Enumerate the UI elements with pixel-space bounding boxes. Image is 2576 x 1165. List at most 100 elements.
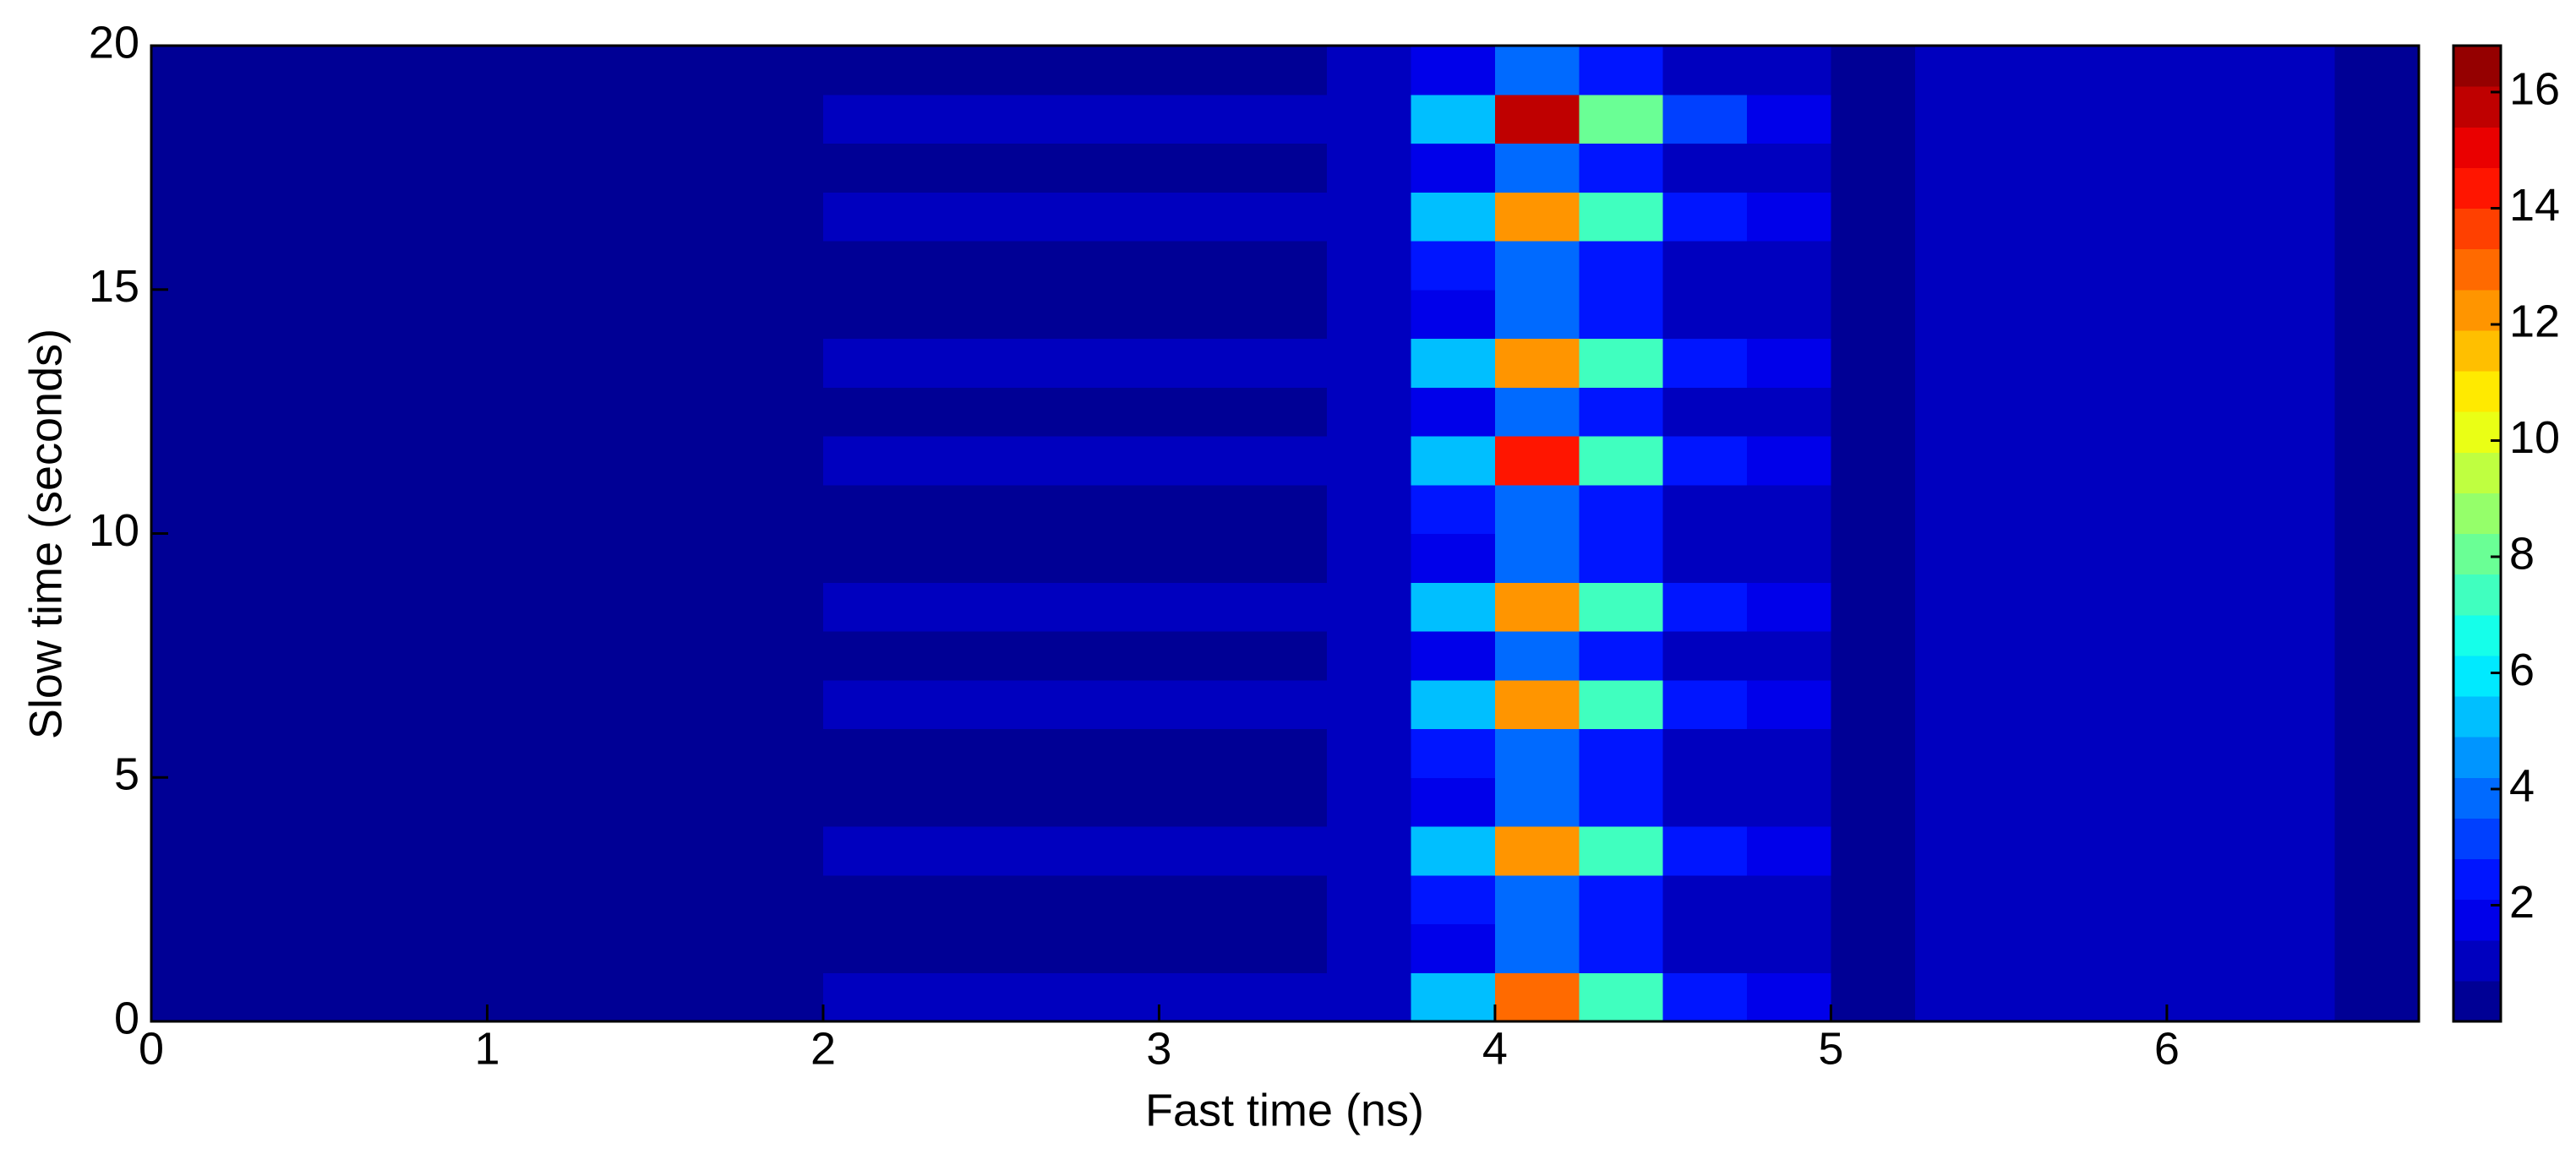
heatmap-cell <box>1411 289 1496 339</box>
heatmap-cell <box>2082 631 2168 681</box>
heatmap-cell <box>319 484 404 534</box>
heatmap-cell <box>1831 289 1916 339</box>
heatmap-cell <box>907 631 992 681</box>
y-tick-label: 20 <box>89 17 139 68</box>
heatmap-cell <box>487 143 572 193</box>
heatmap-cell <box>151 679 236 729</box>
heatmap-cell <box>1999 728 2084 778</box>
heatmap-cell <box>822 484 908 534</box>
heatmap-cell <box>822 728 908 778</box>
heatmap-cell <box>1914 338 2000 388</box>
heatmap-cell <box>2166 728 2251 778</box>
heatmap-cell <box>235 777 320 827</box>
heatmap-cell <box>319 582 404 632</box>
heatmap-cell <box>403 143 488 193</box>
heatmap-cell <box>151 533 236 583</box>
heatmap-cell <box>1411 387 1496 437</box>
heatmap-cell <box>907 192 992 242</box>
heatmap-cell <box>403 289 488 339</box>
colorbar-frame <box>2452 44 2502 1023</box>
heatmap-cell <box>1579 338 1664 388</box>
heatmap-cell <box>2251 484 2336 534</box>
heatmap-cell <box>1999 143 2084 193</box>
heatmap-cell <box>1327 436 1412 486</box>
heatmap-cell <box>991 46 1076 95</box>
heatmap-cell <box>1411 46 1496 95</box>
heatmap-cell <box>1075 46 1160 95</box>
heatmap-cell <box>1327 728 1412 778</box>
heatmap-cell <box>822 631 908 681</box>
heatmap-cell <box>2082 338 2168 388</box>
heatmap-cell <box>1327 777 1412 827</box>
heatmap-cell <box>403 874 488 924</box>
heatmap-cell <box>1075 728 1160 778</box>
heatmap-cell <box>319 192 404 242</box>
heatmap-cell <box>2251 631 2336 681</box>
heatmap-cell <box>1747 241 1831 291</box>
heatmap-cell <box>1159 436 1244 486</box>
heatmap-cell <box>1327 241 1412 291</box>
heatmap-cell <box>1411 972 1496 1022</box>
heatmap-cell <box>1914 728 2000 778</box>
heatmap-cell <box>2166 874 2251 924</box>
heatmap-cell <box>655 777 740 827</box>
heatmap-cell <box>1747 143 1831 193</box>
heatmap-cell <box>1242 436 1328 486</box>
heatmap-cell <box>2082 192 2168 242</box>
heatmap-cell <box>1914 192 2000 242</box>
heatmap-cell <box>1662 289 1748 339</box>
heatmap-cell <box>487 484 572 534</box>
heatmap-cell <box>1831 143 1916 193</box>
colorbar-segment <box>2453 46 2501 87</box>
heatmap-cell <box>2166 679 2251 729</box>
heatmap-cell <box>655 143 740 193</box>
heatmap-cell <box>2166 46 2251 95</box>
heatmap-cell <box>1327 582 1412 632</box>
heatmap-cell <box>739 338 824 388</box>
heatmap-cell <box>822 289 908 339</box>
heatmap-cell <box>1242 46 1328 95</box>
heatmap-cell <box>739 777 824 827</box>
heatmap-cell <box>2251 94 2336 144</box>
heatmap-cell <box>1999 923 2084 973</box>
colorbar-segment <box>2453 127 2501 168</box>
colorbar-tick-label: 10 <box>2509 412 2560 463</box>
heatmap-cell <box>570 533 656 583</box>
heatmap-cell <box>1831 923 1916 973</box>
heatmap-cell <box>2166 533 2251 583</box>
heatmap-cell <box>1411 679 1496 729</box>
heatmap-cell <box>1747 533 1831 583</box>
heatmap-cell <box>1747 338 1831 388</box>
heatmap-cell <box>2334 582 2420 632</box>
heatmap-cell <box>1579 143 1664 193</box>
heatmap-cell <box>2082 387 2168 437</box>
heatmap-cell <box>1831 387 1916 437</box>
colorbar-segment <box>2453 167 2501 209</box>
heatmap-cell <box>1831 728 1916 778</box>
heatmap-cell <box>822 46 908 95</box>
heatmap-cell <box>1159 923 1244 973</box>
heatmap-cell <box>2251 192 2336 242</box>
heatmap-cell <box>1999 484 2084 534</box>
heatmap-cell <box>319 972 404 1022</box>
heatmap-cell <box>235 241 320 291</box>
heatmap-cell <box>1914 143 2000 193</box>
colorbar-segment <box>2453 248 2501 291</box>
heatmap-cell <box>1327 289 1412 339</box>
heatmap-cell <box>1999 387 2084 437</box>
heatmap-cell <box>235 289 320 339</box>
heatmap-cell <box>739 582 824 632</box>
heatmap-cell <box>403 436 488 486</box>
heatmap-cell <box>235 728 320 778</box>
heatmap-cell <box>1914 582 2000 632</box>
heatmap-cell <box>1914 46 2000 95</box>
heatmap-cell <box>1242 631 1328 681</box>
heatmap-cell <box>1159 289 1244 339</box>
heatmap-cell <box>1242 728 1328 778</box>
heatmap-cell <box>1075 289 1160 339</box>
heatmap-cell <box>570 484 656 534</box>
heatmap-cell <box>1159 94 1244 144</box>
heatmap-cell <box>655 436 740 486</box>
heatmap-cell <box>991 533 1076 583</box>
heatmap-cell <box>1494 972 1580 1022</box>
